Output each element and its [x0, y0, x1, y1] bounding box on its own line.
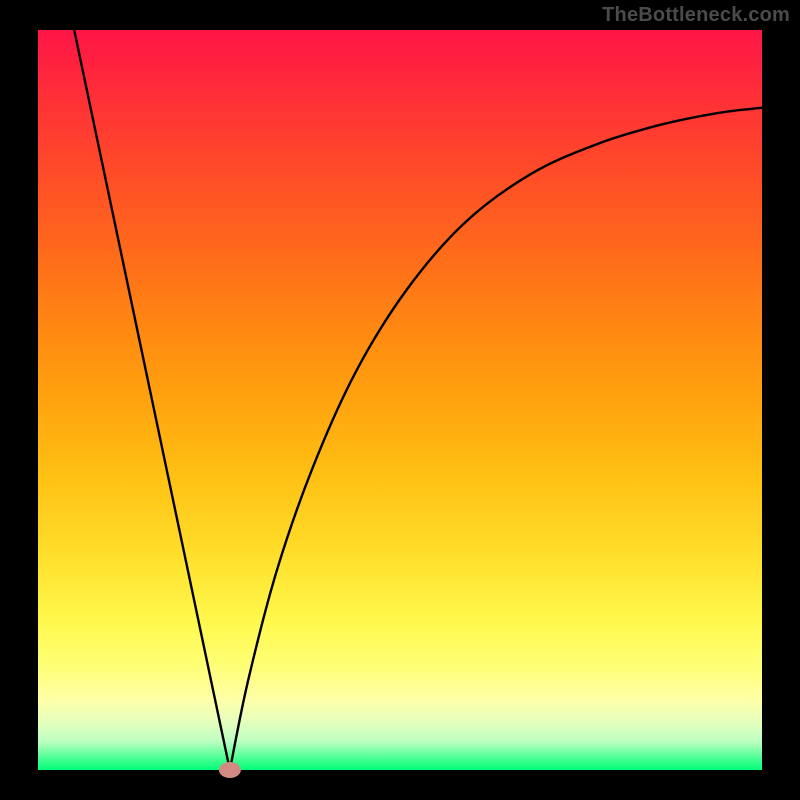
bottleneck-chart	[0, 0, 800, 800]
heatmap-background	[38, 30, 762, 770]
attribution-text: TheBottleneck.com	[602, 4, 790, 27]
minimum-marker	[219, 762, 241, 778]
